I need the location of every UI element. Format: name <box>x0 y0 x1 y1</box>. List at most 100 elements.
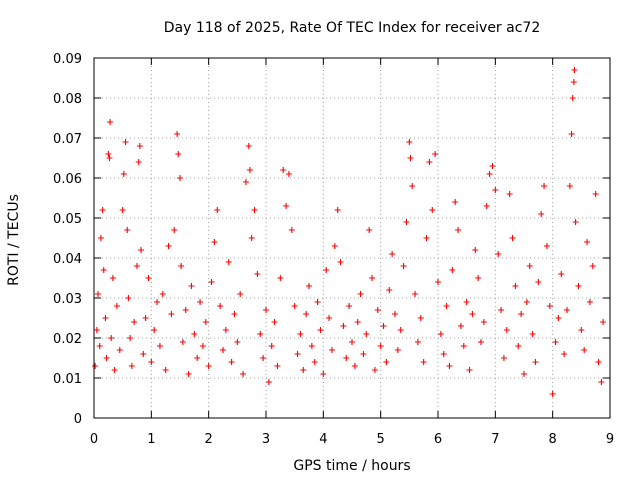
data-point <box>280 167 287 173</box>
y-tick-label: 0.03 <box>53 292 82 307</box>
data-point <box>360 351 367 357</box>
data-point <box>472 247 479 253</box>
data-point <box>466 367 473 373</box>
data-point <box>182 307 189 313</box>
data-point <box>581 347 588 353</box>
data-point <box>357 291 364 297</box>
data-point <box>171 227 178 233</box>
data-point <box>154 299 161 305</box>
data-point <box>156 343 163 349</box>
y-tick-label: 0.02 <box>53 332 82 347</box>
data-point <box>443 303 450 309</box>
data-point <box>145 275 152 281</box>
data-point <box>205 363 212 369</box>
data-point <box>317 327 324 333</box>
data-point <box>397 327 404 333</box>
data-point <box>512 283 519 289</box>
x-tick-label: 2 <box>205 432 213 447</box>
data-point <box>486 171 493 177</box>
data-point <box>592 191 599 197</box>
data-point <box>162 367 169 373</box>
x-tick-label: 4 <box>319 432 327 447</box>
data-point <box>426 159 433 165</box>
data-point <box>417 315 424 321</box>
x-tick-label: 1 <box>147 432 155 447</box>
data-point <box>400 263 407 269</box>
data-point <box>93 327 100 333</box>
data-point <box>369 275 376 281</box>
data-point <box>455 227 462 233</box>
data-point <box>555 315 562 321</box>
data-point <box>363 331 370 337</box>
data-point <box>354 319 361 325</box>
data-point <box>291 303 298 309</box>
data-point <box>457 323 464 329</box>
data-point <box>268 343 275 349</box>
data-point <box>500 355 507 361</box>
data-point <box>337 259 344 265</box>
data-point <box>107 119 114 125</box>
data-point <box>323 267 330 273</box>
y-tick-label: 0.09 <box>53 52 82 67</box>
data-point <box>168 311 175 317</box>
data-point <box>311 359 318 365</box>
data-point <box>371 367 378 373</box>
data-point <box>228 359 235 365</box>
data-point <box>403 219 410 225</box>
data-point <box>407 155 414 161</box>
data-point <box>237 291 244 297</box>
data-point <box>314 299 321 305</box>
data-point <box>495 251 502 257</box>
data-point <box>570 79 577 85</box>
data-point <box>285 171 292 177</box>
data-point <box>564 307 570 313</box>
data-point <box>423 235 430 241</box>
data-point <box>526 263 533 269</box>
plot-frame <box>93 57 611 419</box>
data-point <box>383 359 390 365</box>
data-point <box>558 271 565 277</box>
y-tick-label: 0.07 <box>53 132 82 147</box>
data-point <box>509 235 516 241</box>
data-point <box>202 319 209 325</box>
data-point <box>435 279 441 285</box>
data-point <box>106 155 113 161</box>
data-point <box>380 323 387 329</box>
x-tick-label: 9 <box>606 432 614 447</box>
data-point <box>217 303 224 309</box>
data-point <box>334 207 341 213</box>
data-point <box>541 183 548 189</box>
data-point <box>303 311 310 317</box>
data-point <box>600 319 607 325</box>
data-point <box>469 311 476 317</box>
data-point <box>420 359 427 365</box>
data-point <box>366 227 373 233</box>
data-point <box>440 351 447 357</box>
data-point <box>349 339 355 345</box>
data-point <box>320 371 327 377</box>
data-point <box>463 299 470 305</box>
data-point <box>136 143 143 149</box>
x-tick-label: 8 <box>549 432 557 447</box>
y-tick-label: 0.04 <box>53 252 82 267</box>
data-point <box>274 363 281 369</box>
data-point <box>159 291 166 297</box>
data-point <box>328 347 335 353</box>
data-point <box>343 355 350 361</box>
data-point <box>331 243 338 249</box>
data-point <box>483 203 490 209</box>
x-axis-title: GPS time / hours <box>293 458 410 474</box>
data-point <box>340 323 347 329</box>
data-point <box>165 243 172 249</box>
data-point <box>131 319 138 325</box>
x-tick-label: 6 <box>434 432 442 447</box>
data-point <box>208 279 215 285</box>
data-point <box>263 307 269 313</box>
data-point <box>111 367 118 373</box>
data-point <box>394 347 401 353</box>
data-point <box>277 275 284 281</box>
data-point <box>569 95 576 101</box>
data-point <box>116 347 123 353</box>
data-point <box>543 243 550 249</box>
